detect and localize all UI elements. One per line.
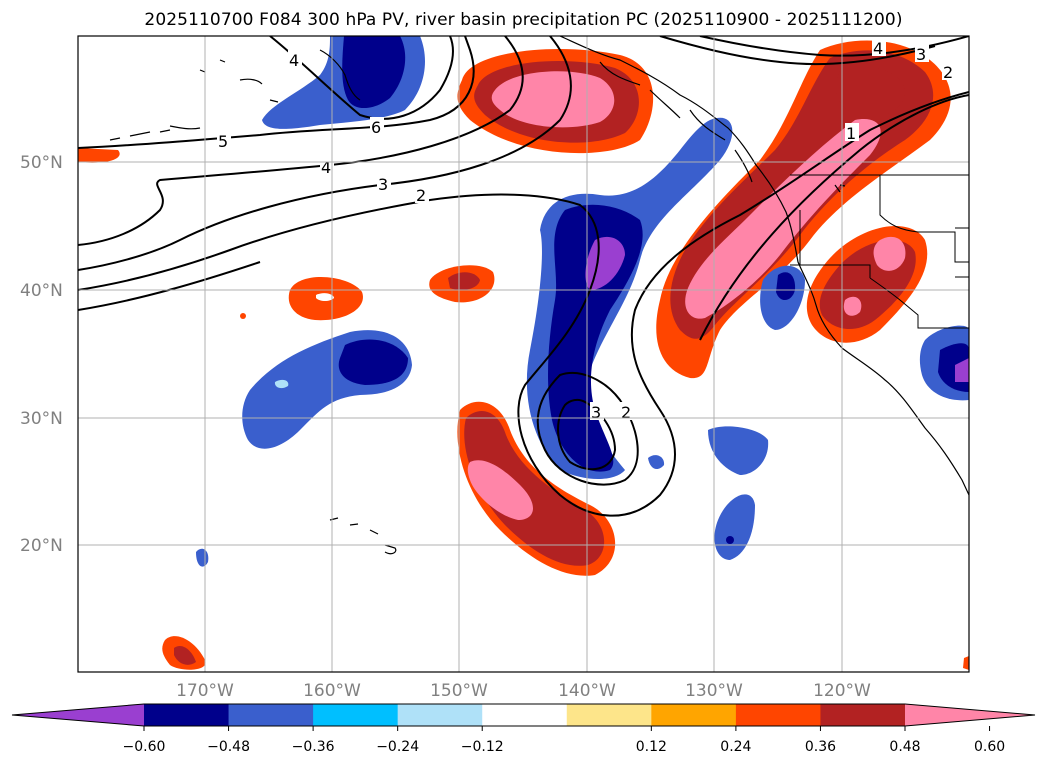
negative-anomaly-southwest-us-peak [955,358,969,382]
colorbar-segment [397,704,483,726]
pv-label: 2 [416,186,426,205]
longitude-labels: 170°W 160°W 150°W 140°W 130°W 120°W [176,681,871,701]
colorbar: −0.60 −0.48 −0.36 −0.24 −0.12 0.12 0.24 0.36 0.4… [11,703,1036,755]
pv-label: 4 [321,158,331,177]
lon-label: 120°W [813,681,871,701]
colorbar-segment [651,704,737,726]
latitude-labels: 50°N 40°N 30°N 20°N [20,153,63,556]
map-layers [78,36,969,670]
colorbar-tick-label: 0.36 [805,739,836,755]
colorbar-tick-label: −0.36 [292,739,335,755]
colorbar-tick-label: 0.24 [720,739,751,755]
pv-contours [78,36,969,517]
colorbar-extend-high [905,704,1035,726]
positive-anomaly-edge-east [963,656,969,670]
lat-label: 40°N [20,281,63,301]
negative-anomaly-central [526,117,733,480]
graticule [78,36,969,672]
pv-label: 2 [621,403,631,422]
colorbar-tick-label: −0.24 [376,739,419,755]
colorbar-segments [144,704,906,726]
pv-label: 3 [591,403,601,422]
colorbar-tick-label: 0.60 [974,739,1005,755]
lon-label: 140°W [558,681,616,701]
positive-anomaly-hole [316,293,334,301]
colorbar-tick-label: 0.48 [889,739,920,755]
positive-anomaly-subtropical [457,401,616,576]
colorbar-segment [482,704,568,726]
lon-label: 170°W [176,681,234,701]
lat-label: 20°N [20,536,63,556]
colorbar-extend-low [12,704,144,726]
colorbar-segment [820,704,906,726]
negative-anomaly-small-east-core [776,272,796,301]
colorbar-segment [228,704,314,726]
negative-anomaly-south-east-core [726,536,734,544]
positive-anomaly-edge-south-core [174,645,196,665]
colorbar-segment [144,704,230,726]
lat-label: 50°N [20,153,63,173]
positive-anomaly-coast [656,40,951,379]
positive-anomaly-small-central-core [448,272,480,290]
colorbar-tick-label: −0.60 [123,739,166,755]
negative-anomaly-dot [648,455,665,470]
colorbar-tick-label: 0.12 [636,739,667,755]
negative-anomaly-south-east [714,494,755,560]
lon-label: 130°W [685,681,743,701]
colorbar-ticks: −0.60 −0.48 −0.36 −0.24 −0.12 0.12 0.24 0.36 0.4… [123,726,1005,755]
positive-anomaly-edge-west [78,148,120,163]
negative-anomaly-west [242,330,412,449]
pv-label: 3 [378,175,388,194]
coastlines [109,36,969,555]
colorbar-tick-label: −0.12 [461,739,504,755]
pv-label: 2 [943,63,953,82]
map-frame [77,35,970,673]
negative-anomaly-north [262,36,425,129]
pv-label: 4 [873,39,883,58]
colorbar-segment [735,704,821,726]
map-title: 2025110700 F084 300 hPa PV, river basin … [144,10,903,30]
pv-label: 6 [371,118,381,137]
colorbar-tick-label: −0.48 [207,739,250,755]
positive-anomaly-dot [240,313,246,319]
pv-label: 4 [289,51,299,70]
colorbar-segment [566,704,652,726]
pv-label: 1 [846,124,856,143]
negative-anomaly-hawaii-east [708,426,769,475]
pv-label: 5 [218,132,228,151]
pv-label: 3 [916,45,926,64]
colorbar-segment [313,704,399,726]
lon-label: 150°W [430,681,488,701]
positive-anomaly-california [806,226,928,343]
political-borders [790,174,969,329]
pv-contour-labels: 4 6 5 4 3 2 3 2 1 2 3 4 [217,38,956,422]
lat-label: 30°N [20,409,63,429]
lon-label: 160°W [303,681,361,701]
